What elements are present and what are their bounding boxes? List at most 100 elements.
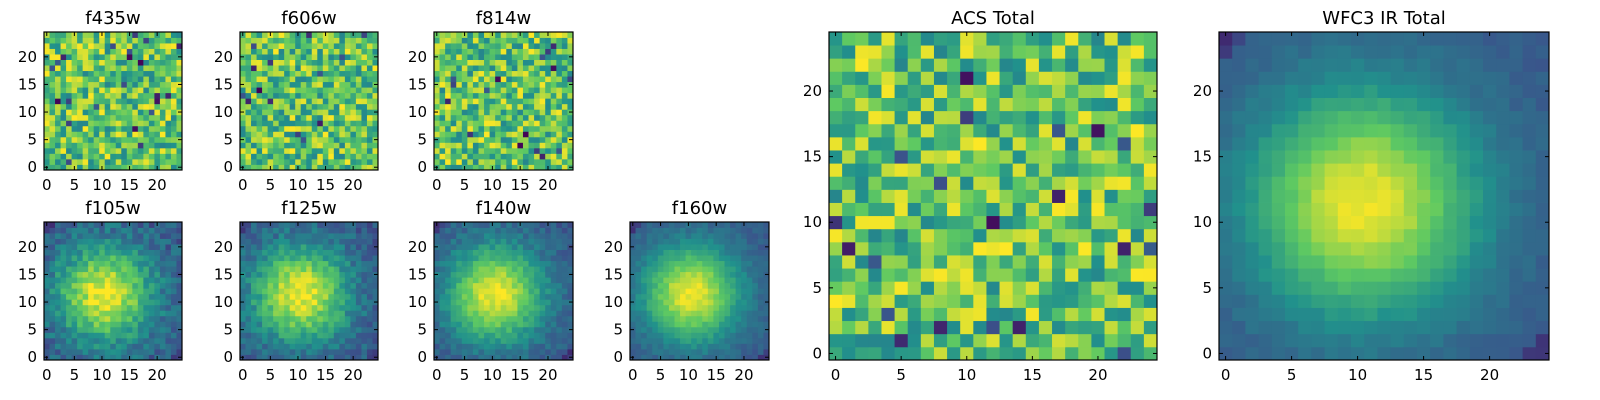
heatmap-cell bbox=[372, 321, 379, 328]
heatmap-cell bbox=[328, 109, 335, 116]
heatmap-cell bbox=[82, 103, 89, 110]
heatmap-cell bbox=[907, 163, 922, 177]
heatmap-cell bbox=[126, 142, 133, 149]
heatmap-cell bbox=[528, 37, 535, 44]
heatmap-cell bbox=[484, 48, 490, 55]
heatmap-cell bbox=[49, 260, 56, 267]
heatmap-cell bbox=[973, 228, 987, 243]
heatmap-cell bbox=[256, 147, 263, 154]
heatmap-cell bbox=[434, 59, 440, 66]
heatmap-cell bbox=[1038, 189, 1053, 203]
heatmap-cell bbox=[154, 299, 161, 306]
heatmap-cell bbox=[467, 48, 474, 55]
heatmap-cell bbox=[328, 348, 335, 355]
heatmap-cell bbox=[333, 348, 340, 355]
heatmap-cell bbox=[126, 70, 133, 77]
heatmap-cell bbox=[511, 65, 518, 72]
heatmap-cell bbox=[478, 103, 485, 110]
heatmap-cell bbox=[322, 120, 329, 127]
heatmap-cell bbox=[522, 337, 529, 344]
heatmap-cell bbox=[545, 43, 552, 49]
heatmap-cell bbox=[55, 255, 61, 262]
heatmap-cell bbox=[489, 249, 496, 256]
heatmap-cell bbox=[506, 92, 513, 99]
heatmap-cell bbox=[1052, 228, 1066, 243]
heatmap-cell bbox=[539, 32, 546, 38]
heatmap-cell bbox=[456, 299, 463, 306]
heatmap-cell bbox=[240, 233, 246, 239]
heatmap-cell bbox=[986, 346, 1000, 361]
heatmap-cell bbox=[77, 37, 84, 44]
heatmap-cell bbox=[702, 227, 709, 234]
heatmap-cell bbox=[439, 136, 446, 143]
heatmap-cell bbox=[757, 222, 764, 228]
heatmap-cell bbox=[735, 233, 742, 239]
heatmap-cell bbox=[110, 81, 117, 88]
heatmap-cell bbox=[630, 255, 636, 262]
heatmap-cell bbox=[143, 70, 150, 77]
heatmap-cell bbox=[355, 266, 362, 273]
heatmap-cell bbox=[148, 304, 155, 311]
heatmap-cell bbox=[718, 244, 725, 250]
heatmap-cell bbox=[489, 142, 496, 149]
heatmap-cell bbox=[456, 321, 463, 328]
heatmap-cell bbox=[339, 277, 346, 284]
heatmap-cell bbox=[251, 304, 257, 311]
heatmap-cell bbox=[763, 222, 770, 228]
heatmap-cell bbox=[99, 131, 106, 138]
heatmap-cell bbox=[1117, 176, 1132, 190]
heatmap-cell bbox=[300, 343, 307, 350]
heatmap-cell bbox=[920, 333, 935, 348]
heatmap-cell bbox=[322, 48, 329, 55]
heatmap-cell bbox=[350, 293, 357, 300]
heatmap-cell bbox=[718, 315, 725, 322]
heatmap-cell bbox=[561, 260, 568, 267]
heatmap-cell bbox=[245, 249, 252, 256]
heatmap-cell bbox=[641, 244, 648, 250]
heatmap-cell bbox=[561, 326, 568, 333]
heatmap-cell bbox=[165, 147, 172, 154]
heatmap-cell bbox=[668, 260, 675, 267]
heatmap-cell bbox=[159, 37, 166, 44]
heatmap-cell bbox=[973, 346, 987, 361]
heatmap-cell bbox=[148, 153, 155, 160]
heatmap-cell bbox=[251, 343, 257, 350]
heatmap-cell bbox=[132, 282, 139, 289]
heatmap-cell bbox=[88, 260, 95, 267]
heatmap-cell bbox=[278, 337, 285, 344]
heatmap-cell bbox=[121, 164, 128, 171]
heatmap-cells bbox=[44, 222, 183, 361]
heatmap-cell bbox=[567, 92, 574, 99]
heatmap-cell bbox=[528, 321, 535, 328]
heatmap-cell bbox=[176, 103, 183, 110]
heatmap-cell bbox=[104, 337, 111, 344]
heatmap-cell bbox=[445, 70, 452, 77]
heatmap-cell bbox=[251, 158, 257, 165]
heatmap-cell bbox=[1078, 294, 1092, 308]
heatmap-cell bbox=[960, 189, 974, 203]
heatmap-cell bbox=[735, 337, 742, 344]
heatmap-cell bbox=[289, 114, 296, 121]
heatmap-cell bbox=[110, 348, 117, 355]
heatmap-cell bbox=[273, 227, 280, 234]
heatmap-cell bbox=[60, 315, 67, 322]
heatmap-cell bbox=[55, 310, 61, 317]
heatmap-cell bbox=[115, 299, 122, 306]
heatmap-cell bbox=[154, 332, 161, 339]
heatmap-cell bbox=[561, 81, 568, 88]
heatmap-cell bbox=[121, 222, 128, 228]
heatmap-cell bbox=[350, 147, 357, 154]
heatmap-cell bbox=[746, 222, 753, 228]
heatmap-cell bbox=[522, 332, 529, 339]
heatmap-cell bbox=[55, 142, 61, 149]
heatmap-cell bbox=[1065, 163, 1079, 177]
heatmap-cell bbox=[355, 299, 362, 306]
heatmap-cell bbox=[262, 293, 268, 300]
heatmap-cell bbox=[300, 321, 307, 328]
heatmap-cell bbox=[322, 109, 329, 116]
heatmap-cell bbox=[680, 233, 686, 239]
heatmap-cell bbox=[300, 282, 307, 289]
heatmap-cell bbox=[295, 59, 302, 66]
heatmap-cell bbox=[630, 321, 636, 328]
heatmap-cell bbox=[707, 304, 714, 311]
